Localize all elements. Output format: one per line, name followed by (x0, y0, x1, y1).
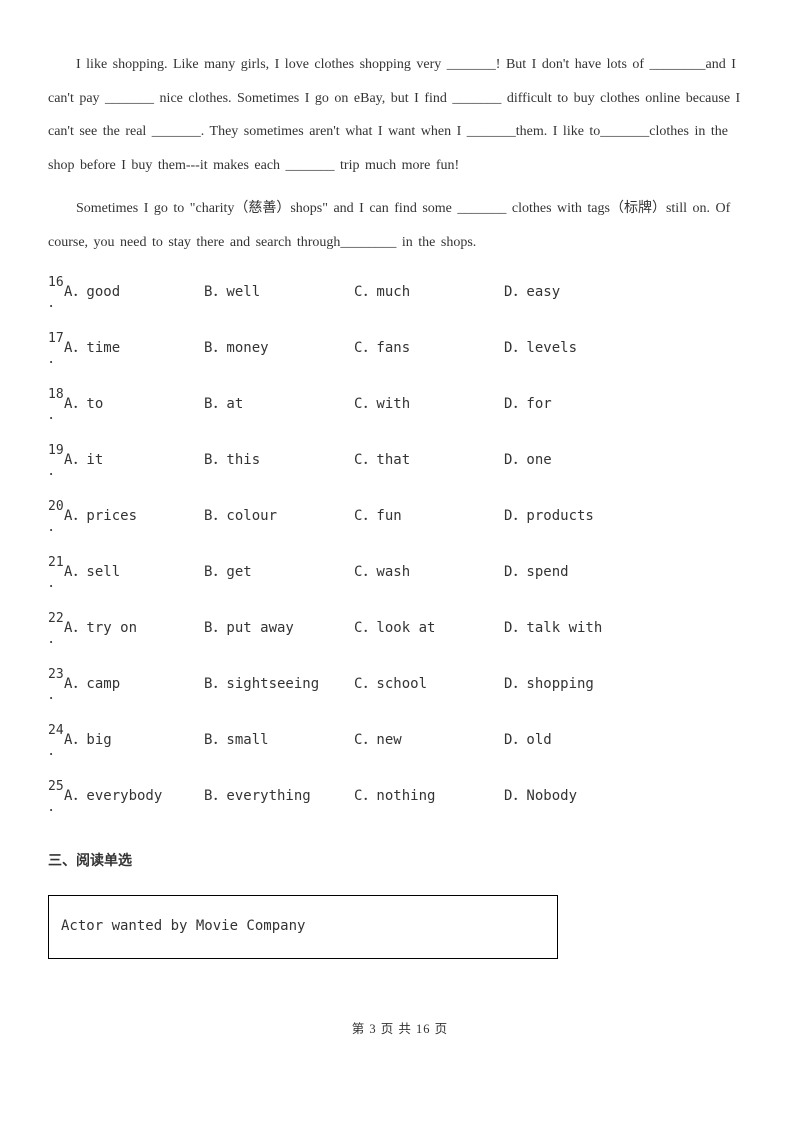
option-a[interactable]: A．to (64, 395, 204, 413)
question-17: 17． A．time B．money C．fans D．levels (48, 332, 752, 366)
question-number: 19． (48, 444, 64, 478)
question-number: 16． (48, 276, 64, 310)
option-c[interactable]: C．new (354, 731, 504, 749)
option-b[interactable]: B．well (204, 283, 354, 301)
option-c[interactable]: C．school (354, 675, 504, 693)
option-d[interactable]: D．levels (504, 339, 577, 357)
question-number: 24． (48, 724, 64, 758)
question-number: 20． (48, 500, 64, 534)
question-21: 21． A．sell B．get C．wash D．spend (48, 556, 752, 590)
question-number: 21． (48, 556, 64, 590)
option-a[interactable]: A．camp (64, 675, 204, 693)
question-16: 16． A．good B．well C．much D．easy (48, 276, 752, 310)
question-22: 22． A．try on B．put away C．look at D．talk… (48, 612, 752, 646)
option-d[interactable]: D．one (504, 451, 552, 469)
question-24: 24． A．big B．small C．new D．old (48, 724, 752, 758)
question-number: 22． (48, 612, 64, 646)
question-number: 17． (48, 332, 64, 366)
question-number: 23． (48, 668, 64, 702)
question-number: 25． (48, 780, 64, 814)
question-25: 25． A．everybody B．everything C．nothing D… (48, 780, 752, 814)
option-d[interactable]: D．products (504, 507, 594, 525)
option-a[interactable]: A．big (64, 731, 204, 749)
reading-box: Actor wanted by Movie Company (48, 895, 558, 959)
option-d[interactable]: D．Nobody (504, 787, 577, 805)
question-20: 20． A．prices B．colour C．fun D．products (48, 500, 752, 534)
option-a[interactable]: A．time (64, 339, 204, 357)
options-row: A．camp B．sightseeing C．school D．shopping (64, 675, 752, 693)
option-b[interactable]: B．get (204, 563, 354, 581)
option-c[interactable]: C．fun (354, 507, 504, 525)
options-row: A．it B．this C．that D．one (64, 451, 752, 469)
option-b[interactable]: B．put away (204, 619, 354, 637)
passage-paragraph-2: Sometimes I go to "charity（慈善）shops" and… (48, 192, 752, 259)
option-a[interactable]: A．it (64, 451, 204, 469)
options-row: A．good B．well C．much D．easy (64, 283, 752, 301)
option-d[interactable]: D．talk with (504, 619, 602, 637)
options-row: A．big B．small C．new D．old (64, 731, 752, 749)
option-c[interactable]: C．fans (354, 339, 504, 357)
option-a[interactable]: A．everybody (64, 787, 204, 805)
question-23: 23． A．camp B．sightseeing C．school D．shop… (48, 668, 752, 702)
option-d[interactable]: D．for (504, 395, 552, 413)
option-a[interactable]: A．try on (64, 619, 204, 637)
options-row: A．everybody B．everything C．nothing D．Nob… (64, 787, 752, 805)
question-number: 18． (48, 388, 64, 422)
option-c[interactable]: C．much (354, 283, 504, 301)
question-19: 19． A．it B．this C．that D．one (48, 444, 752, 478)
option-d[interactable]: D．old (504, 731, 552, 749)
options-row: A．to B．at C．with D．for (64, 395, 752, 413)
reading-box-text: Actor wanted by Movie Company (61, 918, 305, 934)
option-a[interactable]: A．prices (64, 507, 204, 525)
section-3-heading: 三、阅读单选 (48, 844, 752, 878)
option-b[interactable]: B．everything (204, 787, 354, 805)
option-a[interactable]: A．sell (64, 563, 204, 581)
option-c[interactable]: C．nothing (354, 787, 504, 805)
option-a[interactable]: A．good (64, 283, 204, 301)
option-b[interactable]: B．at (204, 395, 354, 413)
option-b[interactable]: B．this (204, 451, 354, 469)
option-b[interactable]: B．money (204, 339, 354, 357)
option-d[interactable]: D．easy (504, 283, 560, 301)
options-row: A．sell B．get C．wash D．spend (64, 563, 752, 581)
option-c[interactable]: C．that (354, 451, 504, 469)
page-footer: 第 3 页 共 16 页 (48, 1014, 752, 1044)
option-b[interactable]: B．sightseeing (204, 675, 354, 693)
question-18: 18． A．to B．at C．with D．for (48, 388, 752, 422)
questions-block: 16． A．good B．well C．much D．easy 17． A．ti… (48, 276, 752, 814)
option-b[interactable]: B．small (204, 731, 354, 749)
options-row: A．try on B．put away C．look at D．talk wit… (64, 619, 752, 637)
passage-paragraph-1: I like shopping. Like many girls, I love… (48, 48, 752, 182)
options-row: A．prices B．colour C．fun D．products (64, 507, 752, 525)
option-c[interactable]: C．look at (354, 619, 504, 637)
option-d[interactable]: D．shopping (504, 675, 594, 693)
option-c[interactable]: C．wash (354, 563, 504, 581)
option-c[interactable]: C．with (354, 395, 504, 413)
options-row: A．time B．money C．fans D．levels (64, 339, 752, 357)
option-b[interactable]: B．colour (204, 507, 354, 525)
option-d[interactable]: D．spend (504, 563, 569, 581)
